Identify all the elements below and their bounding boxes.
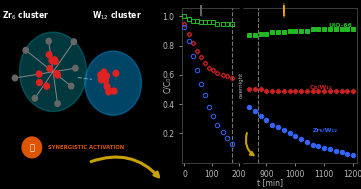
Circle shape (44, 83, 49, 89)
Text: t [min]: t [min] (257, 178, 283, 187)
Circle shape (104, 83, 110, 89)
Circle shape (23, 47, 28, 53)
Circle shape (52, 57, 57, 63)
Circle shape (111, 88, 117, 94)
Text: overnight: overnight (239, 72, 244, 98)
Circle shape (106, 89, 112, 95)
Circle shape (113, 70, 119, 76)
Text: Zr$_6$ cluster: Zr$_6$ cluster (2, 9, 49, 22)
Circle shape (106, 87, 112, 93)
Ellipse shape (19, 32, 87, 112)
Circle shape (69, 83, 74, 89)
Circle shape (71, 39, 77, 45)
Circle shape (49, 57, 55, 64)
Circle shape (55, 101, 60, 106)
Text: Cs/W₁₂: Cs/W₁₂ (310, 84, 332, 89)
Circle shape (73, 65, 78, 71)
Circle shape (32, 95, 38, 101)
Text: Zr₆/W₁₂: Zr₆/W₁₂ (313, 128, 338, 133)
Circle shape (98, 72, 104, 78)
Circle shape (46, 52, 52, 58)
Circle shape (101, 69, 107, 75)
Circle shape (98, 77, 104, 83)
Circle shape (54, 70, 60, 77)
Text: UiO-66: UiO-66 (329, 23, 352, 28)
Circle shape (46, 38, 51, 44)
Text: C/C₀: C/C₀ (164, 77, 172, 93)
Circle shape (36, 80, 42, 86)
Circle shape (55, 72, 60, 78)
Text: ⏻: ⏻ (29, 143, 34, 152)
Circle shape (52, 58, 58, 64)
Circle shape (47, 66, 53, 72)
Circle shape (36, 71, 42, 77)
Ellipse shape (85, 51, 142, 115)
Text: SYNERGISTIC ACTIVATION: SYNERGISTIC ACTIVATION (48, 145, 124, 150)
Circle shape (104, 73, 109, 79)
Circle shape (22, 137, 42, 158)
Text: W$_{12}$ cluster: W$_{12}$ cluster (92, 9, 142, 22)
Circle shape (12, 75, 18, 81)
Circle shape (103, 78, 108, 84)
